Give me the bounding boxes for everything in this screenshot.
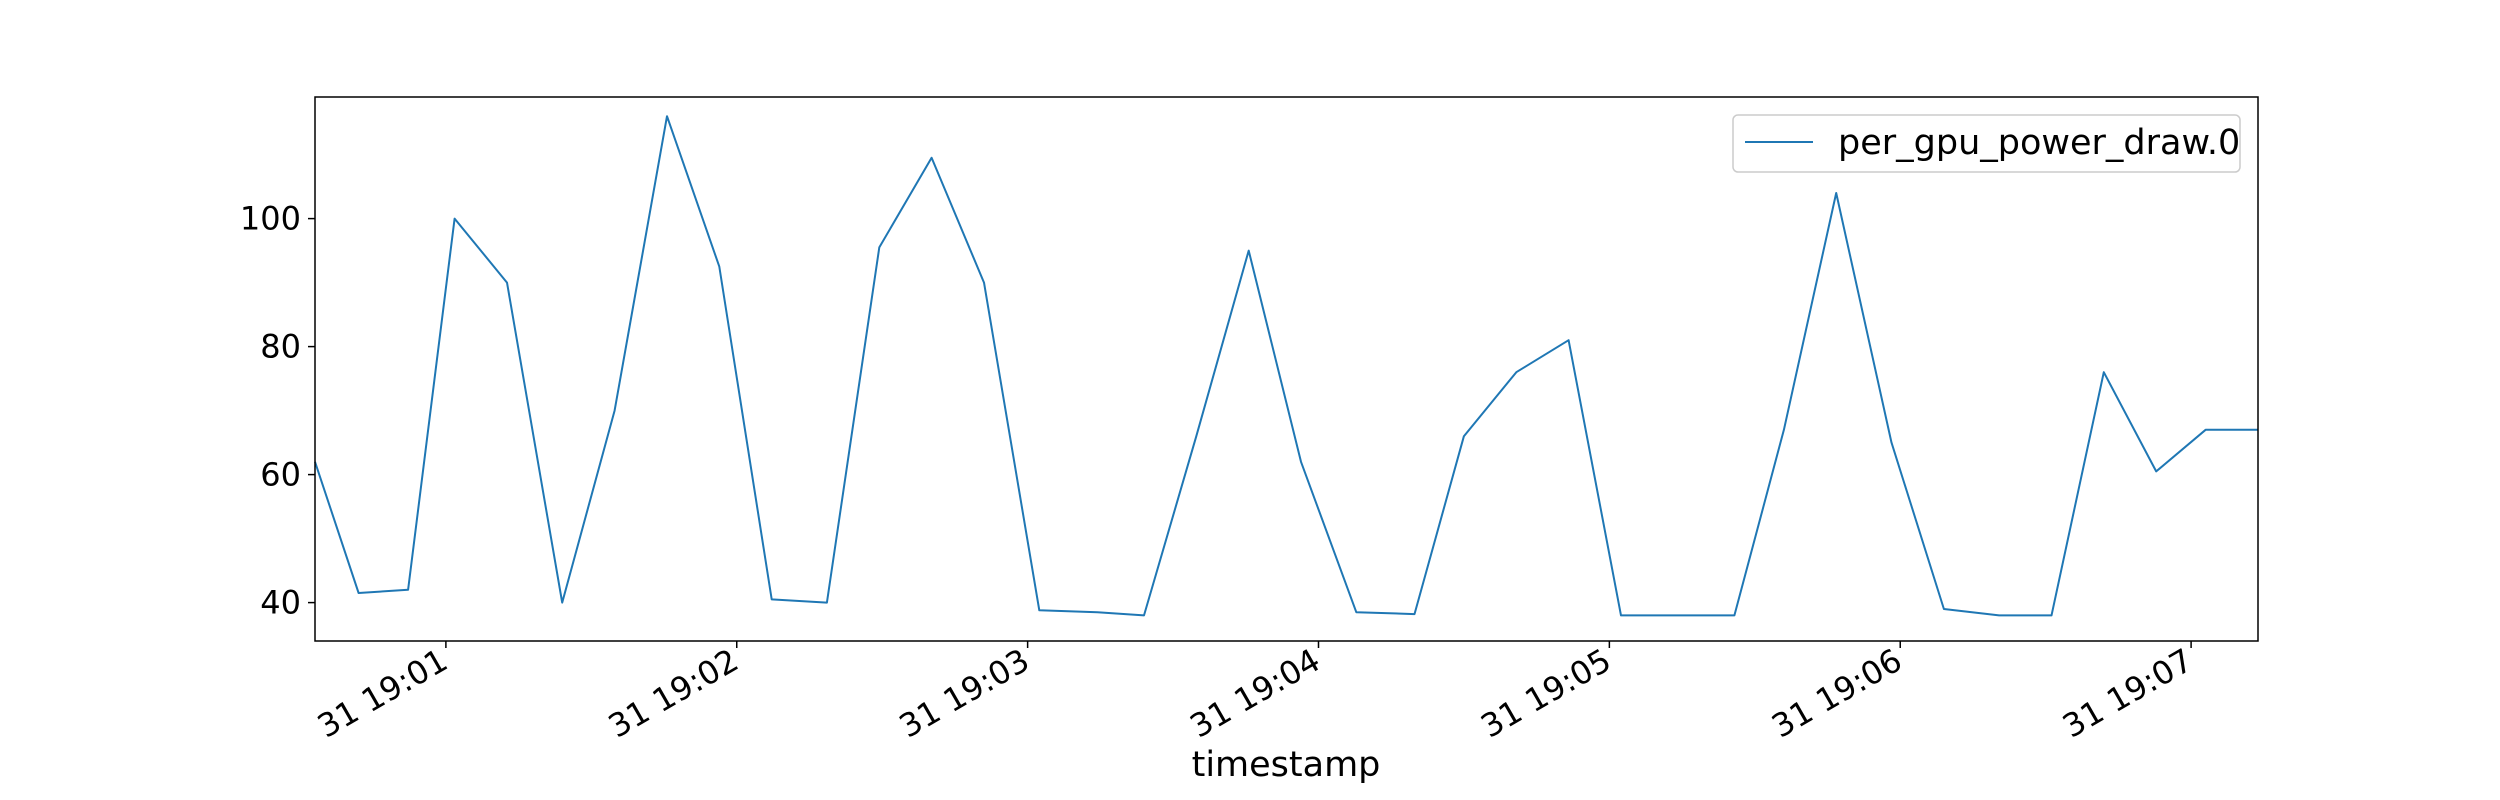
legend-entry-per-gpu-power-draw-0: per_gpu_power_draw.0 [1838,123,2240,163]
x-tick-label: 31 19:03 [893,641,1036,745]
x-tick-label: 31 19:01 [311,641,454,745]
y-tick-label: 40 [260,584,301,622]
series-layer [314,115,2258,617]
x-axis-label: timestamp [1192,745,1381,785]
plot-background [315,97,2258,641]
legend-box [1732,114,2241,173]
x-axis: 31 19:01 31 19:02 31 19:03 31 19:04 31 19:05… [311,641,2199,745]
y-tick-label: 80 [260,328,301,366]
x-tick-label: 31 19:04 [1184,641,1327,745]
x-tick-label: 31 19:02 [602,641,745,745]
y-tick-label: 100 [240,200,301,238]
plot-frame [314,96,2259,642]
y-axis: 40 60 80 100 [240,200,315,622]
y-tick-label: 60 [260,456,301,494]
series-line-0 [314,115,2258,617]
legend: per_gpu_power_draw.0 [1732,114,2241,173]
x-tick-label: 31 19:05 [1474,641,1617,745]
x-tick-label: 31 19:07 [2056,641,2199,745]
x-tick-label: 31 19:06 [1765,641,1908,745]
